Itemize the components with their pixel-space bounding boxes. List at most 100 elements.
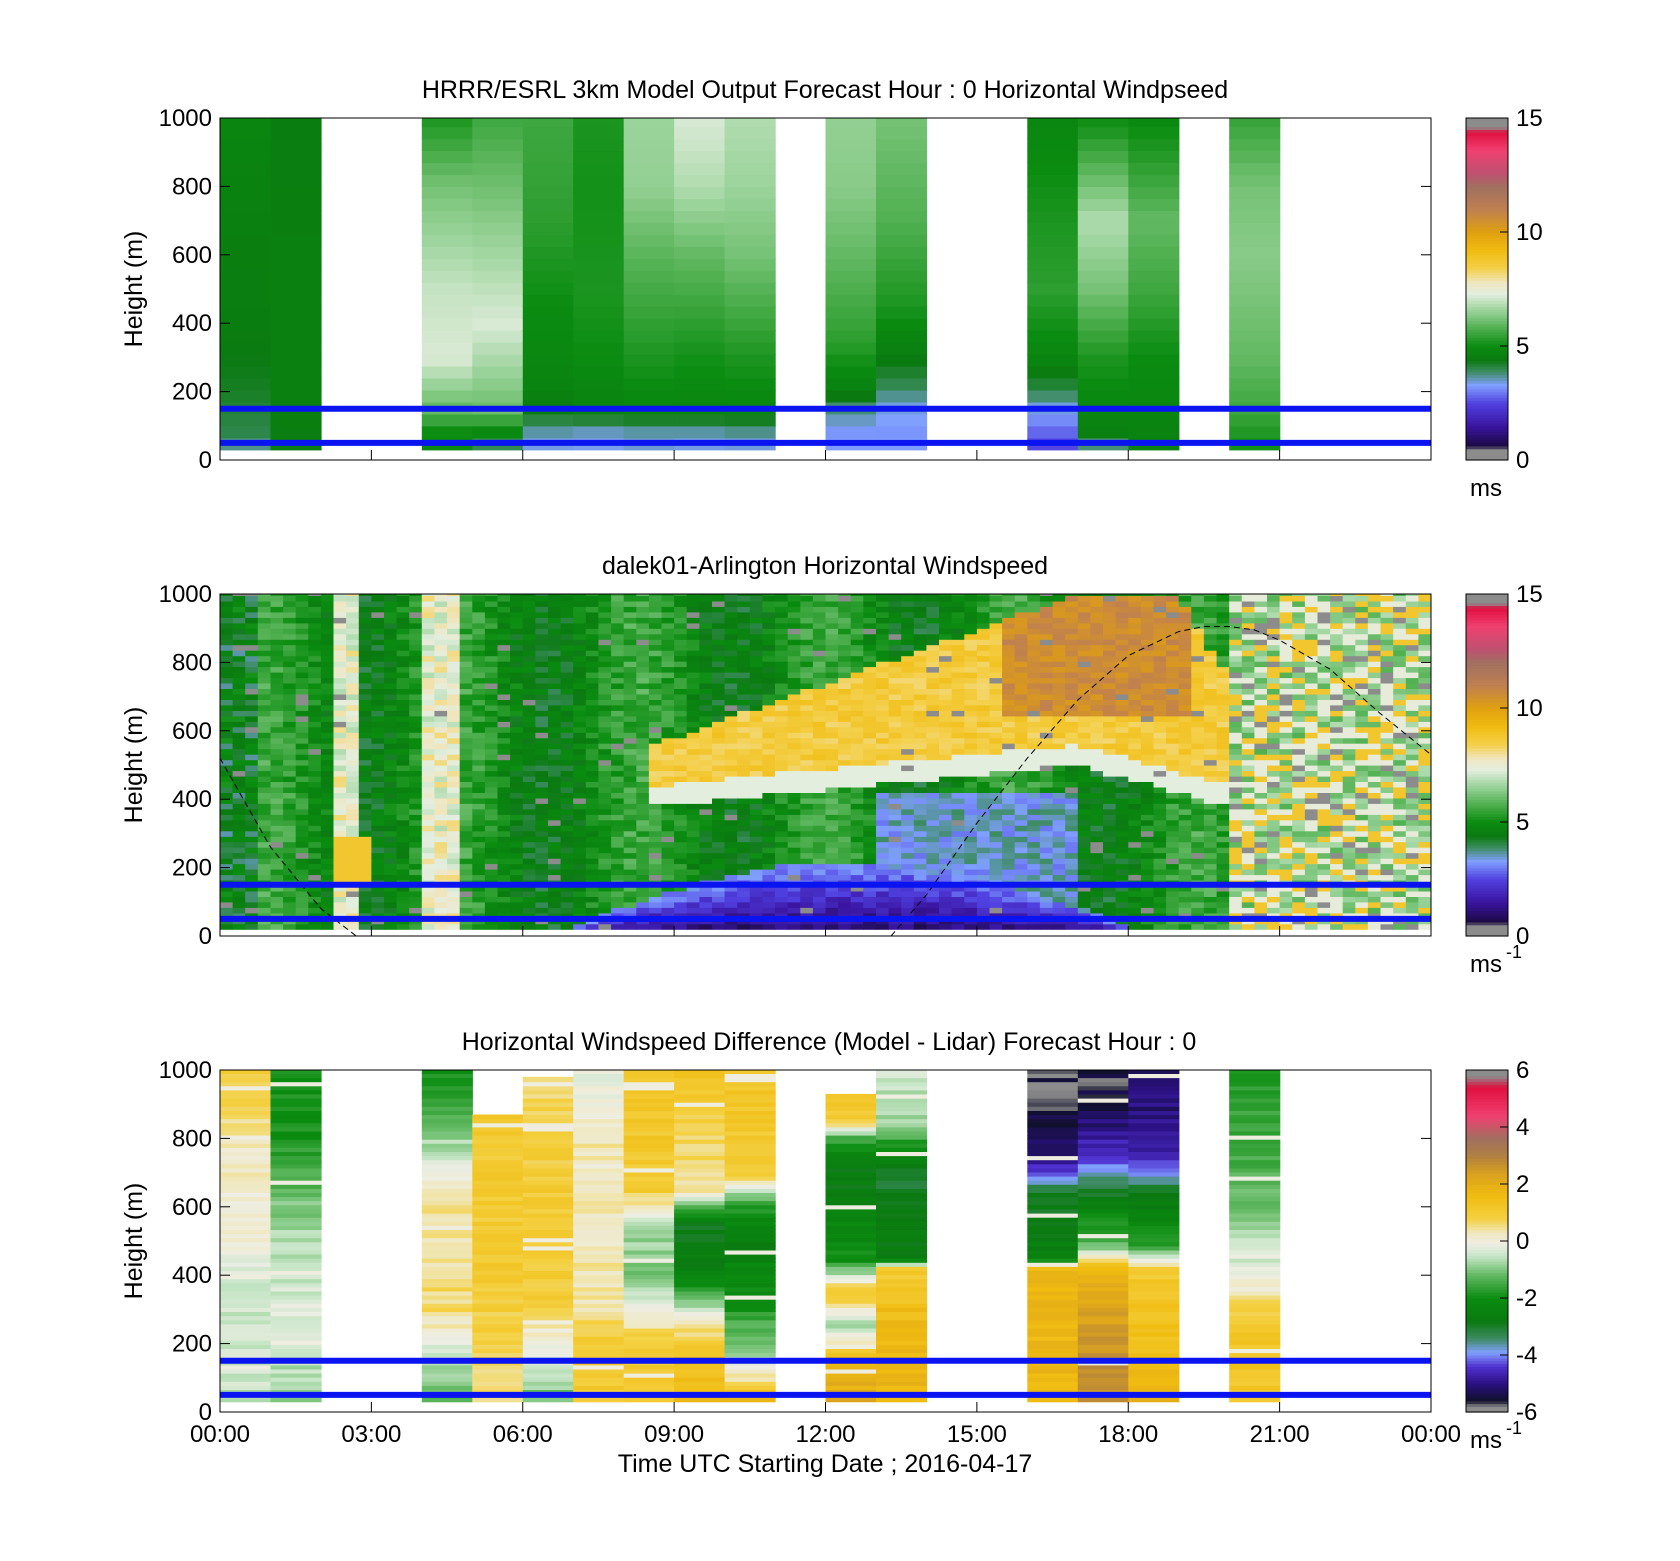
heatmap-cell — [333, 847, 347, 854]
heatmap-cell — [1077, 830, 1091, 837]
heatmap-cell — [1077, 786, 1091, 793]
heatmap-cell — [573, 770, 587, 777]
heatmap-cell — [712, 666, 726, 673]
heatmap-cell — [674, 174, 726, 187]
heatmap-cell — [1103, 797, 1117, 804]
heatmap-cell — [560, 650, 574, 657]
heatmap-cell — [724, 912, 738, 919]
heatmap-cell — [333, 781, 347, 788]
heatmap-cell — [901, 765, 915, 772]
heatmap-cell — [838, 710, 852, 717]
heatmap-cell — [346, 595, 360, 602]
heatmap-cell — [447, 737, 461, 744]
heatmap-cell — [522, 162, 574, 176]
heatmap-cell — [787, 743, 801, 750]
heatmap-cell — [686, 863, 700, 870]
heatmap-cell — [484, 803, 499, 810]
heatmap-cell — [749, 677, 763, 684]
heatmap-cell — [598, 666, 612, 673]
colorbar-swatch — [1466, 254, 1508, 259]
heatmap-cell — [1027, 808, 1041, 815]
heatmap-cell — [876, 693, 890, 700]
heatmap-cell — [623, 622, 637, 629]
heatmap-cell — [295, 693, 309, 700]
heatmap-cell — [686, 847, 700, 854]
heatmap-cell — [484, 765, 499, 772]
heatmap-cell — [447, 775, 461, 782]
heatmap-cell — [951, 677, 965, 684]
heatmap-cell — [913, 639, 927, 646]
heatmap-cell — [1027, 677, 1041, 684]
heatmap-cell — [1090, 869, 1104, 876]
heatmap-cell — [346, 912, 360, 919]
heatmap-cell — [838, 693, 852, 700]
heatmap-cell — [812, 688, 827, 695]
heatmap-cell — [245, 912, 259, 919]
heatmap-cell — [1039, 770, 1054, 777]
heatmap-cell — [598, 715, 612, 722]
heatmap-cell — [308, 661, 322, 668]
heatmap-cell — [510, 912, 524, 919]
heatmap-cell — [270, 863, 284, 870]
heatmap-cell — [1027, 885, 1041, 892]
heatmap-cell — [686, 825, 700, 832]
heatmap-cell — [384, 715, 398, 722]
heatmap-cell — [812, 628, 827, 635]
heatmap-cell — [737, 858, 751, 865]
heatmap-cell — [1077, 365, 1129, 379]
heatmap-cell — [926, 825, 940, 832]
heatmap-cell — [220, 234, 272, 247]
heatmap-cell — [1052, 661, 1066, 668]
heatmap-cell — [674, 655, 688, 662]
heatmap-cell — [775, 611, 789, 618]
heatmap-cell — [308, 617, 322, 624]
heatmap-cell — [850, 617, 864, 624]
heatmap-cell — [535, 841, 549, 848]
heatmap-cell — [421, 885, 435, 892]
heatmap-cell — [459, 759, 473, 766]
heatmap-cell — [409, 765, 423, 772]
heatmap-cell — [459, 666, 473, 673]
heatmap-cell — [283, 759, 297, 766]
heatmap-cell — [573, 330, 625, 343]
heatmap-cell — [737, 715, 751, 722]
heatmap-cell — [409, 754, 423, 761]
heatmap-cell — [308, 852, 322, 859]
heatmap-cell — [800, 907, 814, 914]
heatmap-cell — [636, 655, 650, 662]
heatmap-cell — [825, 666, 839, 673]
heatmap-cell — [686, 699, 700, 706]
heatmap-cell — [472, 852, 486, 859]
heatmap-cell — [1065, 852, 1079, 859]
heatmap-cell — [295, 672, 309, 679]
heatmap-cell — [497, 836, 511, 843]
heatmap-cell — [510, 743, 524, 750]
heatmap-cell — [724, 606, 738, 613]
heatmap-cell — [724, 841, 738, 848]
heatmap-cell — [749, 721, 763, 728]
heatmap-cell — [913, 836, 927, 843]
heatmap-cell — [623, 425, 675, 439]
heatmap-cell — [346, 748, 360, 755]
heatmap-cell — [560, 765, 574, 772]
heatmap-cell — [358, 721, 372, 728]
heatmap-cell — [1065, 874, 1079, 881]
heatmap-cell — [762, 704, 776, 711]
heatmap-cell — [447, 748, 461, 755]
heatmap-cell — [270, 318, 322, 331]
heatmap-cell — [775, 672, 789, 679]
heatmap-cell — [699, 688, 713, 695]
heatmap-cell — [1002, 847, 1016, 854]
heatmap-cell — [661, 595, 675, 602]
heatmap-cell — [724, 246, 776, 259]
heatmap-cell — [320, 748, 335, 755]
heatmap-cell — [964, 912, 978, 919]
heatmap-cell — [901, 841, 915, 848]
heatmap-cell — [775, 759, 789, 766]
heatmap-cell — [926, 710, 940, 717]
heatmap-cell — [320, 792, 335, 799]
heatmap-cell — [535, 858, 549, 865]
heatmap-cell — [1229, 306, 1281, 319]
heatmap-cell — [775, 622, 789, 629]
heatmap-cell — [522, 198, 574, 211]
